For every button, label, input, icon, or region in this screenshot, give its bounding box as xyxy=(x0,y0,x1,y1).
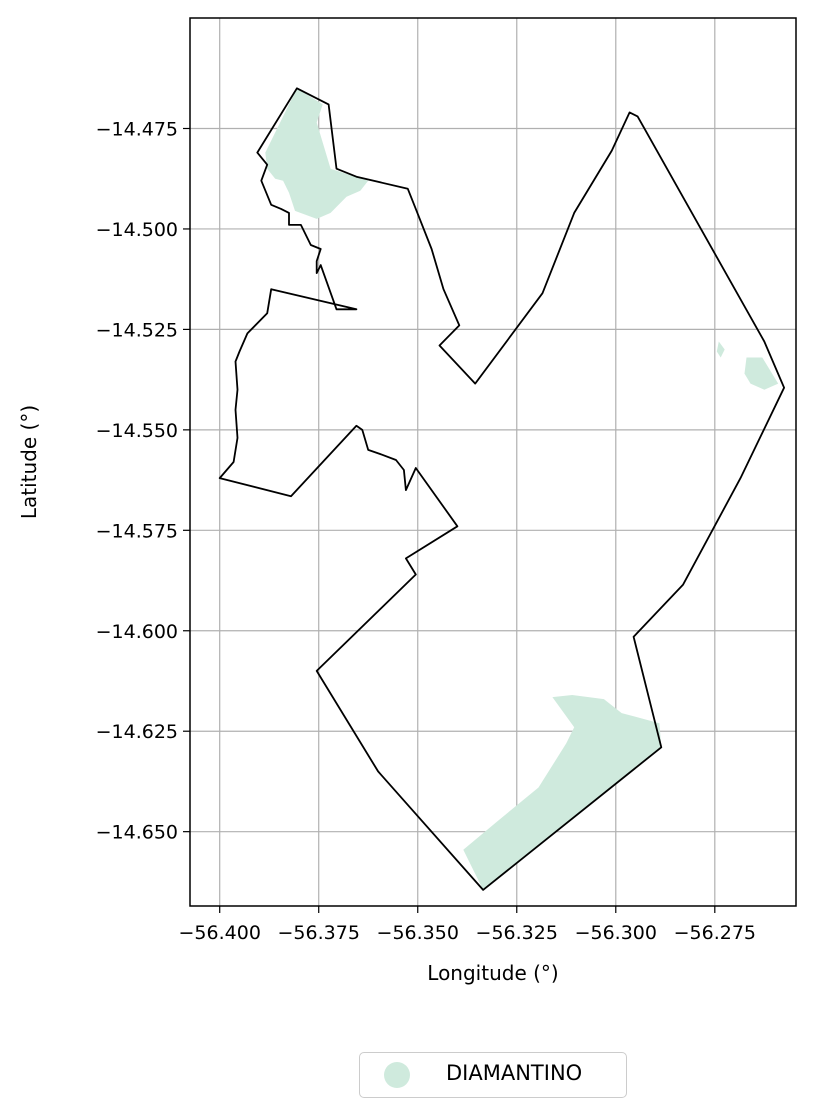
x-ticks: −56.400 −56.375 −56.350 −56.325 −56.300 −56.2… xyxy=(179,906,756,944)
y-tick-label: −14.600 xyxy=(96,621,178,643)
region-diamantino xyxy=(744,357,779,390)
region-diamantino xyxy=(463,695,662,890)
y-axis-title: Latitude (°) xyxy=(17,405,41,519)
x-axis-title: Longitude (°) xyxy=(427,961,558,985)
x-tick-label: −56.375 xyxy=(278,922,360,944)
y-tick-label: −14.650 xyxy=(96,822,178,844)
x-tick-label: −56.275 xyxy=(674,922,756,944)
y-tick-label: −14.550 xyxy=(96,420,178,442)
y-ticks: −14.475 −14.500 −14.525 −14.550 −14.575 −14.6… xyxy=(96,118,190,844)
municipality-boundary-layer xyxy=(218,87,785,891)
region-diamantino xyxy=(265,88,369,219)
region-diamantino xyxy=(716,341,725,358)
y-tick-label: −14.525 xyxy=(96,319,178,341)
legend: DIAMANTINO xyxy=(359,1052,627,1098)
y-tick-label: −14.475 xyxy=(96,118,178,140)
region-fill-layer xyxy=(265,88,779,890)
x-tick-label: −56.350 xyxy=(377,922,459,944)
municipality-boundary xyxy=(218,87,785,891)
plot-frame xyxy=(189,17,797,907)
x-tick-label: −56.325 xyxy=(476,922,558,944)
y-tick-label: −14.625 xyxy=(96,721,178,743)
x-tick-label: −56.400 xyxy=(179,922,261,944)
x-tick-label: −56.300 xyxy=(575,922,657,944)
y-tick-label: −14.575 xyxy=(96,520,178,542)
y-tick-label: −14.500 xyxy=(96,219,178,241)
legend-swatch-diamantino xyxy=(384,1062,410,1088)
legend-label-diamantino: DIAMANTINO xyxy=(446,1061,583,1085)
